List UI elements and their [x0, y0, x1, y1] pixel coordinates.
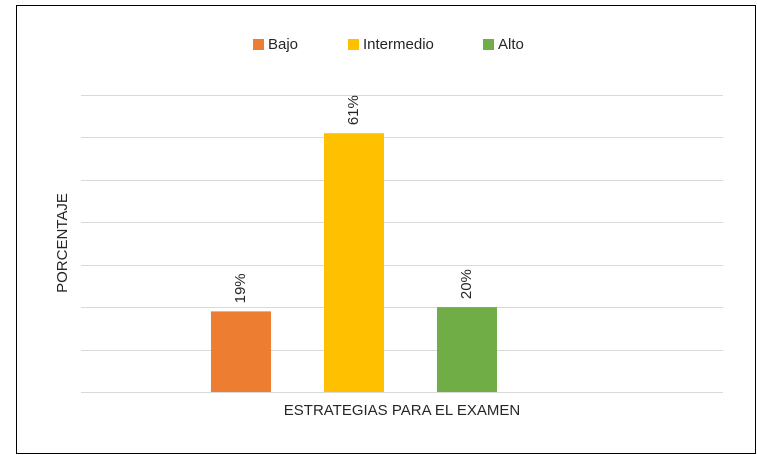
- legend-swatch: [348, 39, 359, 50]
- legend-label: Bajo: [268, 36, 298, 53]
- legend-swatch: [253, 39, 264, 50]
- legend-label: Intermedio: [363, 36, 434, 53]
- y-axis-label: PORCENTAJE: [54, 193, 71, 293]
- bar: [211, 311, 271, 392]
- chart-frame: [16, 5, 756, 454]
- x-axis-label: ESTRATEGIAS PARA EL EXAMEN: [284, 402, 520, 419]
- data-label: 20%: [458, 269, 475, 299]
- bar: [324, 133, 384, 392]
- data-label: 61%: [345, 95, 362, 125]
- legend-label: Alto: [498, 36, 524, 53]
- legend-swatch: [483, 39, 494, 50]
- data-label: 19%: [232, 273, 249, 303]
- bar: [437, 307, 497, 392]
